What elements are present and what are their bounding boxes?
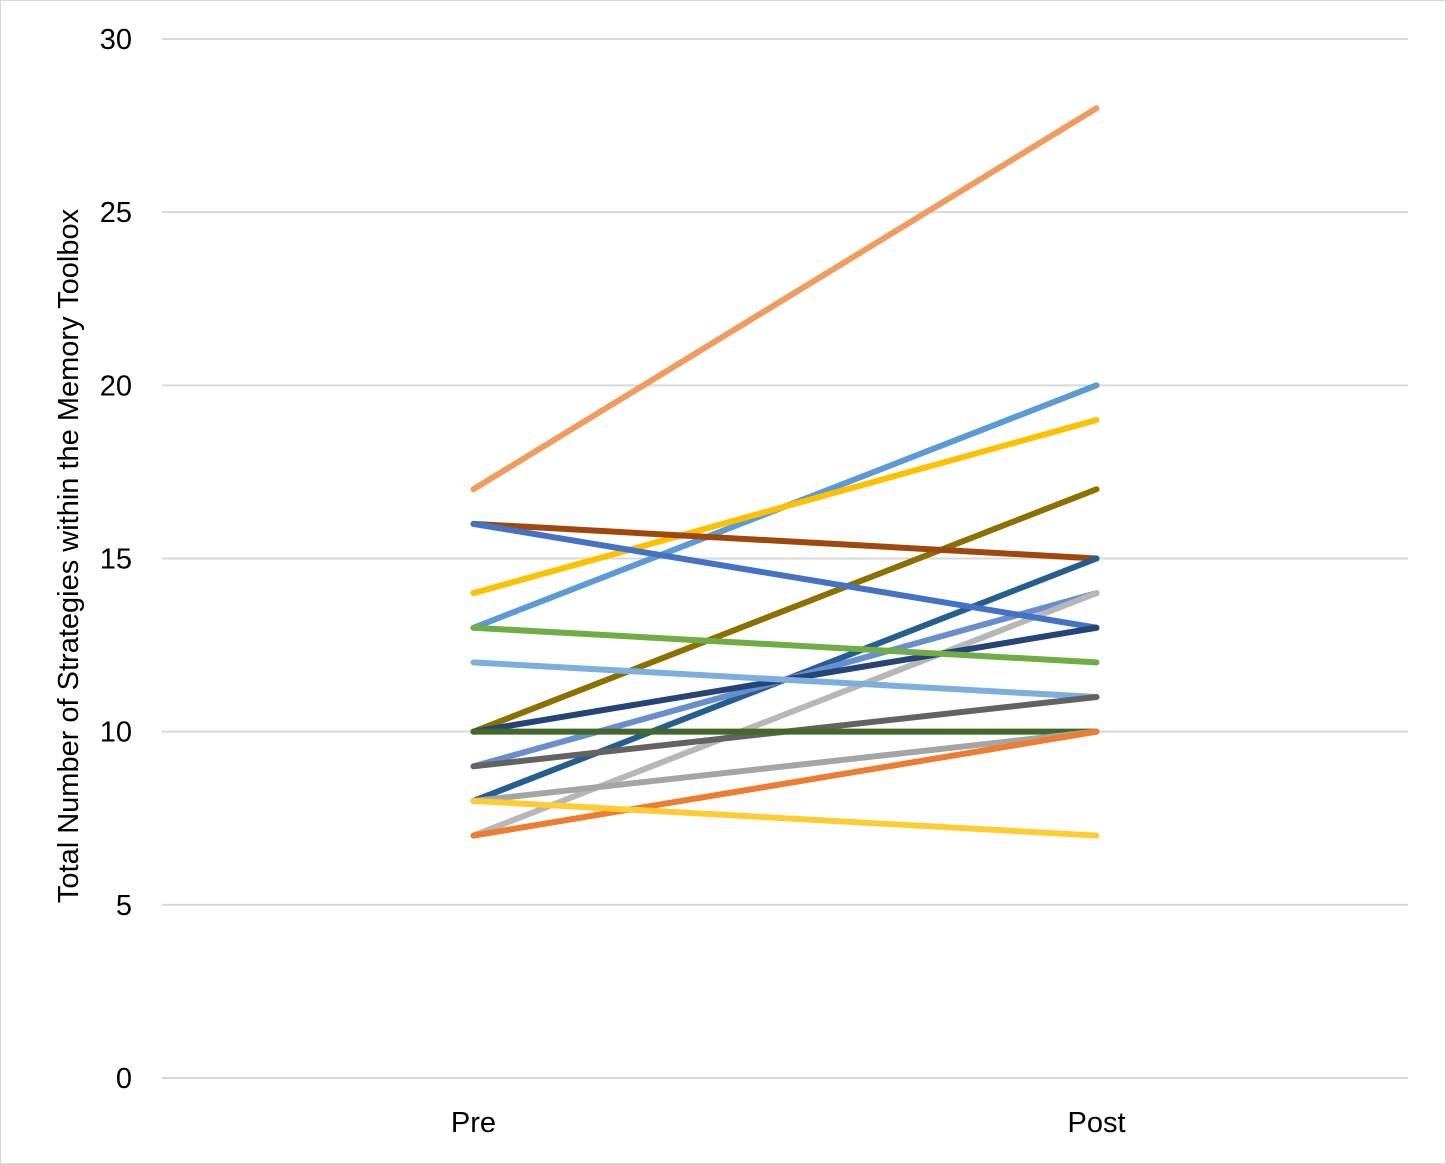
series-line-1 [470, 105, 1100, 493]
y-tick-label: 5 [116, 890, 132, 922]
y-axis-title: Total Number of Strategies within the Me… [53, 208, 85, 903]
y-tick-label: 25 [100, 197, 132, 229]
series-line-9 [470, 520, 1100, 631]
series-line-12 [470, 659, 1100, 701]
series-line-15 [470, 728, 1100, 804]
gridlines [162, 38, 1408, 1079]
x-tick-label: Pre [451, 1107, 496, 1139]
series-line-5 [470, 520, 1100, 562]
y-tick-label: 20 [100, 370, 132, 402]
y-tick-label: 15 [100, 544, 132, 576]
x-axis-tick-labels: Pre Post [451, 1107, 1126, 1139]
series-line-3 [470, 416, 1100, 597]
series-line-16 [470, 728, 1100, 839]
y-tick-label: 10 [100, 717, 132, 749]
y-tick-label: 0 [116, 1063, 132, 1095]
y-tick-label: 30 [100, 24, 132, 56]
series-lines [470, 105, 1100, 839]
x-tick-label: Post [1067, 1107, 1125, 1139]
series-line-11 [470, 624, 1100, 666]
series-line-17 [470, 797, 1100, 839]
y-axis-tick-labels: 0 5 10 15 20 25 30 [100, 24, 132, 1095]
series-line-8 [470, 590, 1100, 839]
series-line-4 [470, 486, 1100, 735]
